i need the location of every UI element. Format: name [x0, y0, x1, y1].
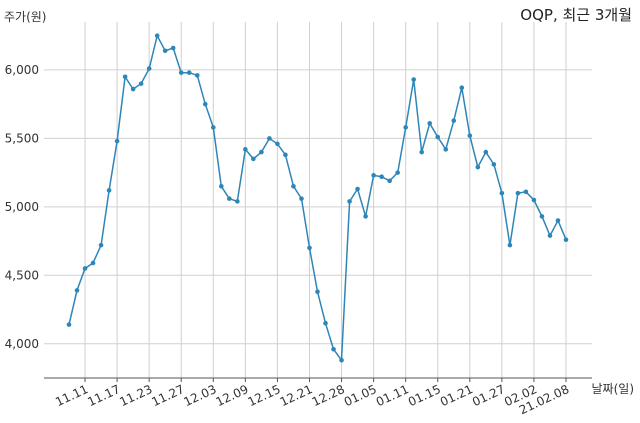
- data-point: [130, 86, 136, 92]
- data-point: [259, 149, 264, 155]
- x-tick-label: 01.27: [470, 382, 507, 409]
- x-tick-label: 01.21: [438, 382, 475, 409]
- data-point: [411, 77, 416, 82]
- data-point: [106, 188, 112, 193]
- data-point: [162, 48, 168, 54]
- data-point: [499, 190, 505, 196]
- chart-title: OQP, 최근 3개월: [520, 6, 632, 24]
- data-point: [235, 199, 240, 204]
- data-point: [371, 173, 376, 178]
- x-tick-label: 11.27: [149, 382, 186, 409]
- data-point: [202, 101, 208, 107]
- data-point: [547, 233, 553, 238]
- x-tick-label: 12.21: [278, 382, 315, 409]
- x-tick-label: 01.11: [374, 382, 411, 409]
- data-point: [475, 164, 481, 170]
- y-axis-label: 주가(원): [4, 10, 47, 24]
- data-point: [138, 81, 144, 86]
- data-point: [90, 260, 96, 266]
- x-tick-label: 12.15: [246, 382, 283, 409]
- y-tick-label: 6,000: [5, 63, 39, 77]
- data-point: [419, 149, 425, 155]
- data-point: [186, 70, 192, 75]
- data-point: [379, 174, 384, 180]
- data-point: [219, 184, 224, 189]
- data-point: [98, 242, 104, 248]
- data-point: [323, 320, 328, 326]
- x-tick-label: 12.09: [214, 382, 251, 409]
- data-point: [210, 125, 216, 130]
- data-point: [243, 147, 248, 152]
- data-point: [515, 190, 521, 196]
- data-point: [459, 85, 465, 91]
- y-tick-label: 5,000: [5, 200, 39, 214]
- data-point: [395, 170, 400, 175]
- data-point: [531, 197, 537, 203]
- data-point: [555, 218, 561, 223]
- x-tick-label: 01.15: [406, 382, 443, 409]
- data-point: [267, 136, 272, 141]
- data-point: [483, 149, 489, 155]
- data-point: [363, 214, 368, 219]
- data-point: [331, 346, 336, 352]
- data-point: [275, 141, 280, 147]
- data-point: [74, 288, 80, 293]
- x-tick-label: 12.28: [310, 382, 347, 409]
- x-tick-label: 11.17: [85, 382, 122, 409]
- data-point: [427, 121, 433, 126]
- data-point: [315, 289, 320, 295]
- data-point: [491, 162, 497, 167]
- data-point: [122, 74, 128, 80]
- data-point: [347, 199, 352, 204]
- x-tick-label: 12.03: [182, 382, 219, 409]
- x-tick-label: 01.05: [342, 382, 379, 409]
- data-point: [178, 70, 184, 75]
- y-tick-label: 4,000: [5, 337, 39, 351]
- data-point: [467, 133, 473, 138]
- x-tick-label: 11.23: [117, 382, 154, 409]
- data-point: [82, 266, 88, 271]
- data-point: [451, 118, 457, 123]
- data-point: [539, 214, 545, 219]
- data-point: [194, 73, 200, 78]
- data-point: [146, 66, 152, 71]
- data-point: [251, 156, 256, 162]
- data-point: [523, 189, 529, 195]
- data-point: [227, 196, 232, 201]
- data-point: [307, 245, 312, 251]
- data-point: [403, 125, 408, 130]
- data-point: [299, 196, 304, 201]
- data-point: [507, 242, 513, 248]
- data-point: [387, 178, 392, 184]
- data-point: [435, 134, 441, 140]
- data-point: [66, 322, 72, 327]
- data-point: [170, 45, 176, 51]
- series-line: [68, 33, 567, 363]
- data-point: [443, 147, 449, 152]
- data-point: [283, 152, 288, 158]
- data-point: [154, 33, 160, 38]
- data-point: [291, 184, 296, 189]
- x-axis-label: 날짜(일): [591, 382, 634, 396]
- data-point: [114, 138, 120, 144]
- x-tick-label: 11.11: [53, 382, 90, 409]
- y-tick-label: 4,500: [5, 268, 39, 282]
- data-point: [563, 237, 569, 243]
- data-point: [355, 186, 360, 192]
- y-tick-label: 5,500: [5, 131, 39, 145]
- data-point: [339, 357, 344, 363]
